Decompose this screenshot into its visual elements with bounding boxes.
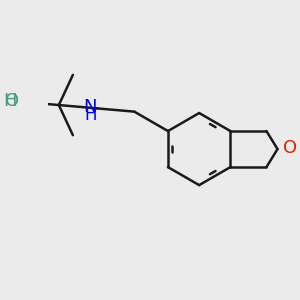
Text: O: O <box>283 139 297 157</box>
Text: H: H <box>84 106 97 124</box>
Text: O: O <box>5 92 19 110</box>
Text: H: H <box>3 92 16 110</box>
Text: N: N <box>83 98 97 116</box>
